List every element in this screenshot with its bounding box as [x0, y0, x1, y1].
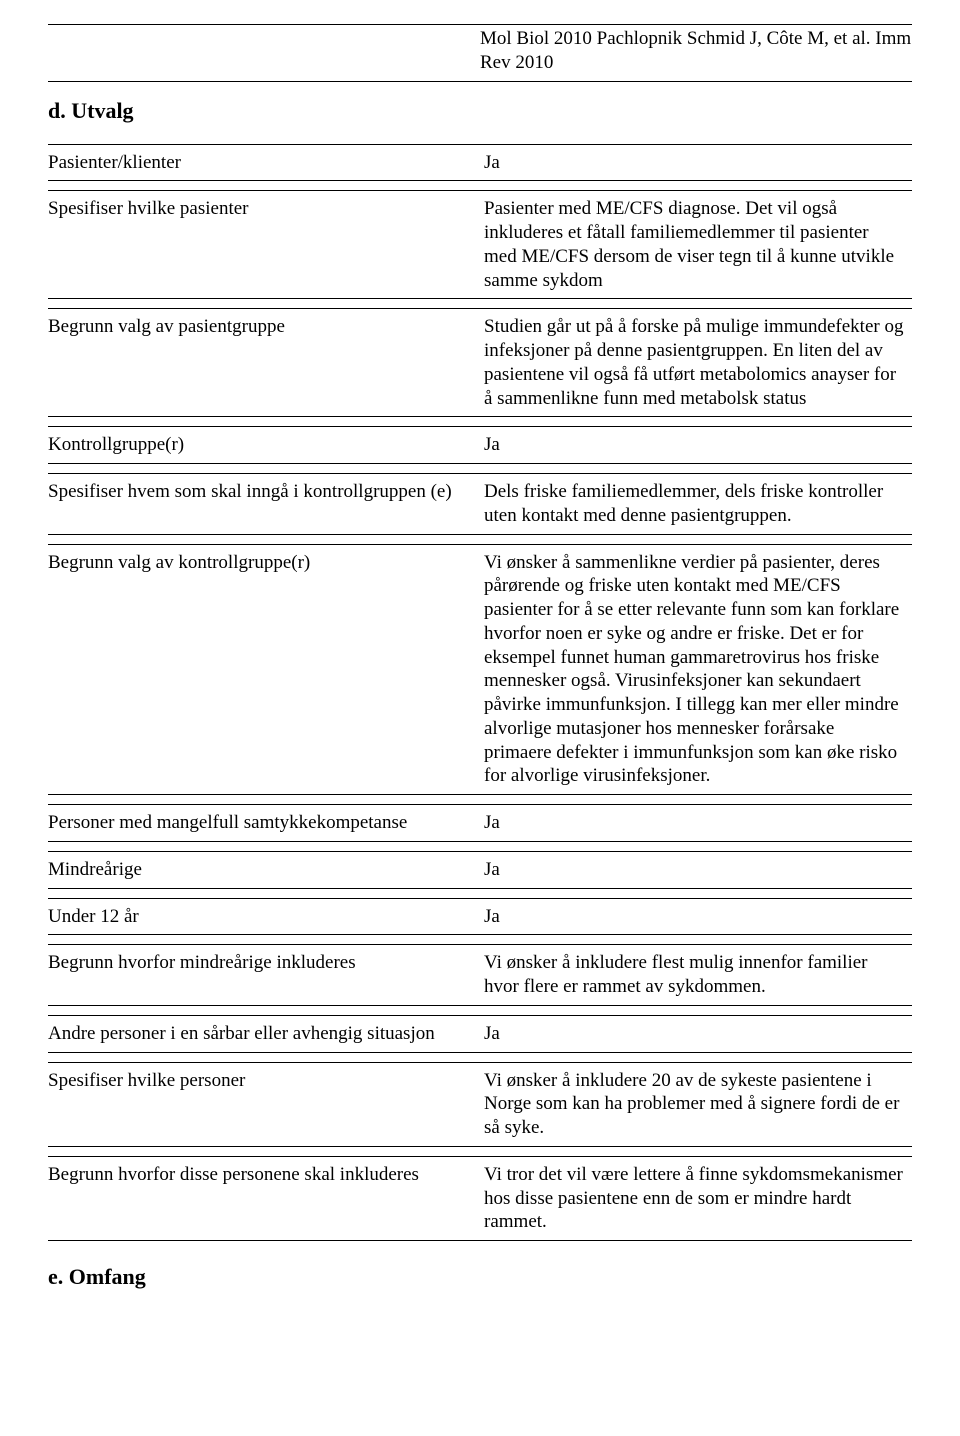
value-mindrearige: Ja	[480, 851, 912, 889]
label-begrunn-personer: Begrunn hvorfor disse personene skal ink…	[48, 1156, 480, 1241]
label-under-12: Under 12 år	[48, 898, 480, 936]
value-begrunn-pasientgruppe: Studien går ut på å forske på mulige imm…	[480, 308, 912, 417]
top-left-rule	[48, 24, 480, 81]
label-spesifiser-kontrollgruppe: Spesifiser hvem som skal inngå i kontrol…	[48, 473, 480, 535]
row-sarbar-situasjon: Andre personer i en sårbar eller avhengi…	[48, 1015, 912, 1052]
label-samtykkekompetanse: Personer med mangelfull samtykkekompetan…	[48, 804, 480, 842]
label-kontrollgruppe: Kontrollgruppe(r)	[48, 426, 480, 464]
label-begrunn-kontrollgruppe: Begrunn valg av kontrollgruppe(r)	[48, 544, 480, 796]
row-pasienter-klienter: Pasienter/klienter Ja	[48, 144, 912, 181]
value-spesifiser-kontrollgruppe: Dels friske familiemedlemmer, dels frisk…	[480, 473, 912, 535]
row-begrunn-pasientgruppe: Begrunn valg av pasientgruppe Studien gå…	[48, 308, 912, 416]
label-pasienter-klienter: Pasienter/klienter	[48, 144, 480, 182]
label-begrunn-pasientgruppe: Begrunn valg av pasientgruppe	[48, 308, 480, 417]
label-spesifiser-pasienter: Spesifiser hvilke pasienter	[48, 190, 480, 299]
value-begrunn-mindrearige: Vi ønsker å inkludere flest mulig innenf…	[480, 944, 912, 1006]
row-under-12: Under 12 år Ja	[48, 898, 912, 935]
label-mindrearige: Mindreårige	[48, 851, 480, 889]
value-begrunn-personer: Vi tror det vil være lettere å finne syk…	[480, 1156, 912, 1241]
row-samtykkekompetanse: Personer med mangelfull samtykkekompetan…	[48, 804, 912, 841]
row-begrunn-kontrollgruppe: Begrunn valg av kontrollgruppe(r) Vi øns…	[48, 544, 912, 795]
label-spesifiser-personer: Spesifiser hvilke personer	[48, 1062, 480, 1147]
row-kontrollgruppe: Kontrollgruppe(r) Ja	[48, 426, 912, 463]
page-container: Mol Biol 2010 Pachlopnik Schmid J, Côte …	[0, 0, 960, 1338]
row-begrunn-mindrearige: Begrunn hvorfor mindreårige inkluderes V…	[48, 944, 912, 1005]
value-begrunn-kontrollgruppe: Vi ønsker å sammenlikne verdier på pasie…	[480, 544, 912, 796]
section-d-heading: d. Utvalg	[48, 98, 912, 124]
value-samtykkekompetanse: Ja	[480, 804, 912, 842]
value-spesifiser-personer: Vi ønsker å inkludere 20 av de sykeste p…	[480, 1062, 912, 1147]
rule-right	[480, 81, 912, 82]
value-sarbar-situasjon: Ja	[480, 1015, 912, 1053]
top-reference-row: Mol Biol 2010 Pachlopnik Schmid J, Côte …	[48, 24, 912, 81]
row-spesifiser-pasienter: Spesifiser hvilke pasienter Pasienter me…	[48, 190, 912, 298]
row-begrunn-personer: Begrunn hvorfor disse personene skal ink…	[48, 1156, 912, 1240]
top-reference-text: Mol Biol 2010 Pachlopnik Schmid J, Côte …	[480, 24, 912, 81]
section-e-heading: e. Omfang	[48, 1264, 912, 1290]
value-pasienter-klienter: Ja	[480, 144, 912, 182]
value-under-12: Ja	[480, 898, 912, 936]
row-spesifiser-kontrollgruppe: Spesifiser hvem som skal inngå i kontrol…	[48, 473, 912, 534]
label-sarbar-situasjon: Andre personer i en sårbar eller avhengi…	[48, 1015, 480, 1053]
row-mindrearige: Mindreårige Ja	[48, 851, 912, 888]
value-kontrollgruppe: Ja	[480, 426, 912, 464]
value-spesifiser-pasienter: Pasienter med ME/CFS diagnose. Det vil o…	[480, 190, 912, 299]
top-reference-bottom-rule	[48, 81, 912, 82]
label-begrunn-mindrearige: Begrunn hvorfor mindreårige inkluderes	[48, 944, 480, 1006]
row-spesifiser-personer: Spesifiser hvilke personer Vi ønsker å i…	[48, 1062, 912, 1146]
rule-left	[48, 81, 480, 82]
